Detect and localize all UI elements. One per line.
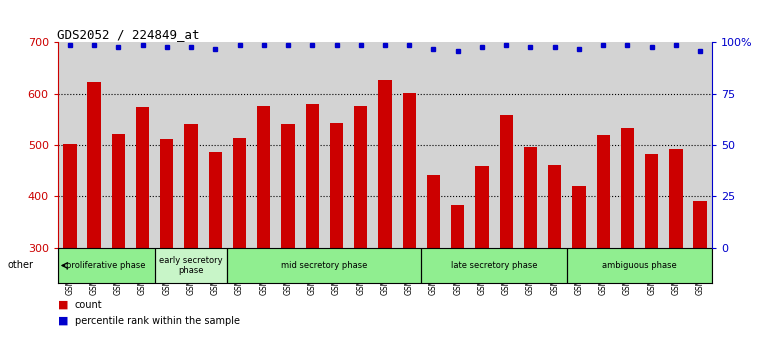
Bar [403, 93, 416, 248]
Bar [524, 147, 537, 248]
Text: GDS2052 / 224849_at: GDS2052 / 224849_at [57, 28, 199, 41]
Bar [378, 80, 392, 248]
Bar [621, 128, 634, 248]
Bar [475, 166, 489, 248]
Bar [645, 154, 658, 248]
Bar [572, 186, 586, 248]
Bar [233, 138, 246, 248]
Bar [330, 123, 343, 248]
Bar [184, 124, 198, 248]
Text: percentile rank within the sample: percentile rank within the sample [75, 316, 239, 326]
Text: other: other [8, 261, 34, 270]
Bar [500, 115, 513, 248]
Bar [136, 107, 149, 248]
Bar [306, 104, 319, 248]
Bar [548, 165, 561, 248]
Bar [597, 135, 610, 248]
Bar [88, 82, 101, 248]
Bar [257, 106, 270, 248]
Text: ■: ■ [58, 300, 72, 310]
Bar [427, 176, 440, 248]
Bar [694, 201, 707, 248]
Text: ■: ■ [58, 316, 72, 326]
Bar [451, 205, 464, 248]
Bar [669, 149, 682, 248]
Text: count: count [75, 300, 102, 310]
Bar [281, 124, 295, 248]
Text: late secretory phase: late secretory phase [450, 261, 537, 270]
Bar [112, 135, 125, 248]
Text: ambiguous phase: ambiguous phase [602, 261, 677, 270]
Text: proliferative phase: proliferative phase [66, 261, 146, 270]
Bar [209, 152, 222, 248]
Bar [160, 139, 173, 248]
Text: early secretory
phase: early secretory phase [159, 256, 223, 275]
Text: mid secretory phase: mid secretory phase [281, 261, 367, 270]
Bar [63, 144, 76, 248]
Bar [354, 105, 367, 248]
